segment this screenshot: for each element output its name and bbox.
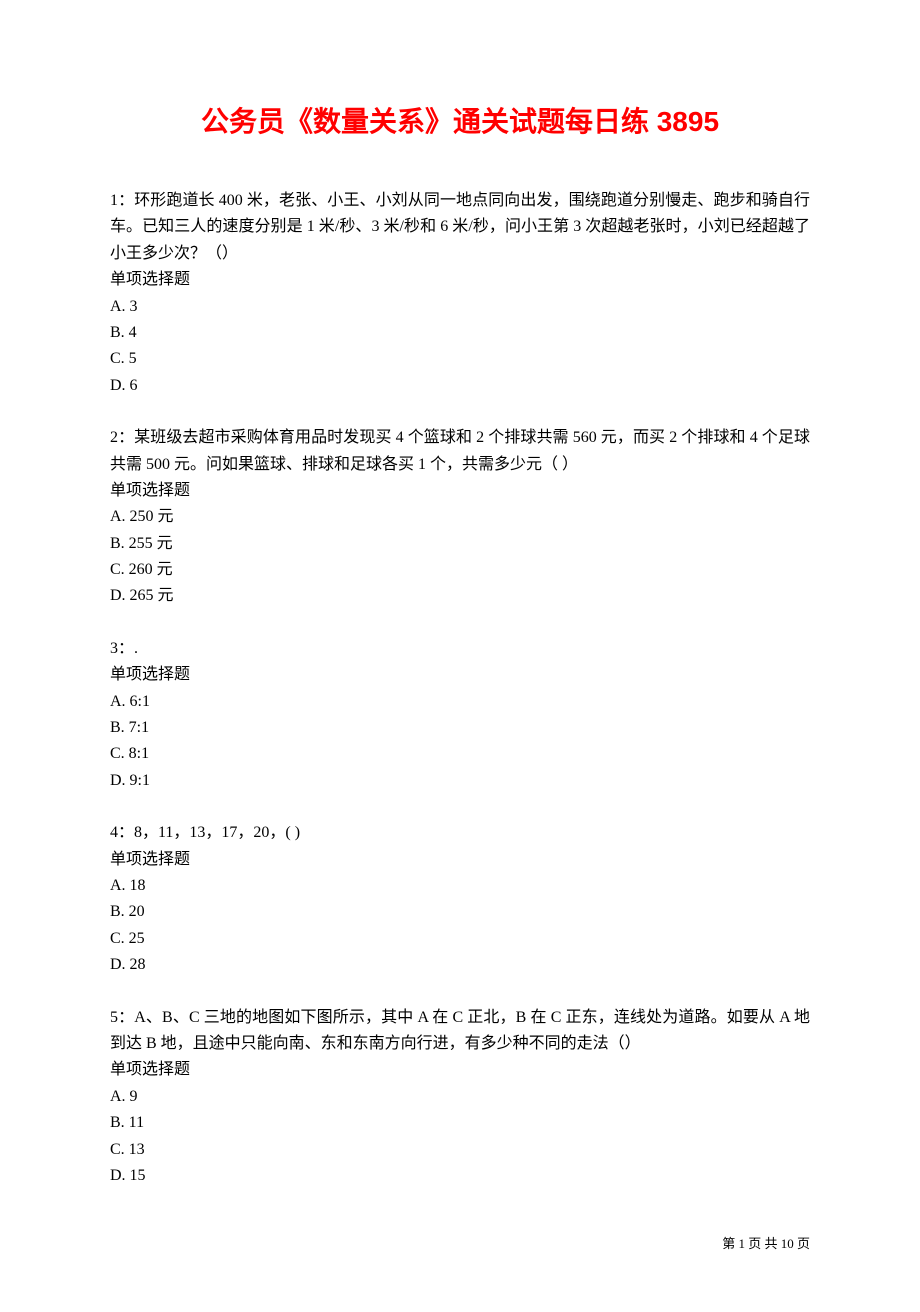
- question-text: 5：A、B、C 三地的地图如下图所示，其中 A 在 C 正北，B 在 C 正东，…: [110, 1005, 810, 1058]
- question-number: 1：: [110, 192, 134, 209]
- question-type: 单项选择题: [110, 267, 810, 293]
- question-number: 5：: [110, 1009, 134, 1026]
- question-body: .: [134, 640, 138, 657]
- option-c: C. 8:1: [110, 741, 810, 767]
- question-3: 3：. 单项选择题 A. 6:1 B. 7:1 C. 8:1 D. 9:1: [110, 636, 810, 794]
- question-2: 2：某班级去超市采购体育用品时发现买 4 个篮球和 2 个排球共需 560 元，…: [110, 425, 810, 610]
- option-d: D. 6: [110, 373, 810, 399]
- option-b: B. 4: [110, 320, 810, 346]
- question-text: 2：某班级去超市采购体育用品时发现买 4 个篮球和 2 个排球共需 560 元，…: [110, 425, 810, 478]
- page-footer: 第 1 页 共 10 页: [110, 1233, 810, 1252]
- question-number: 3：: [110, 640, 134, 657]
- option-d: D. 9:1: [110, 768, 810, 794]
- option-b: B. 7:1: [110, 715, 810, 741]
- question-type: 单项选择题: [110, 478, 810, 504]
- option-a: A. 250 元: [110, 504, 810, 530]
- question-type: 单项选择题: [110, 847, 810, 873]
- option-a: A. 9: [110, 1084, 810, 1110]
- question-number: 4：: [110, 824, 134, 841]
- question-body: 8，11，13，17，20，( ): [134, 824, 300, 841]
- page-title: 公务员《数量关系》通关试题每日练 3895: [110, 100, 810, 140]
- question-type: 单项选择题: [110, 1057, 810, 1083]
- option-c: C. 260 元: [110, 557, 810, 583]
- question-type: 单项选择题: [110, 662, 810, 688]
- option-a: A. 18: [110, 873, 810, 899]
- question-text: 3：.: [110, 636, 810, 662]
- option-d: D. 15: [110, 1163, 810, 1189]
- option-c: C. 25: [110, 926, 810, 952]
- question-body: A、B、C 三地的地图如下图所示，其中 A 在 C 正北，B 在 C 正东，连线…: [110, 1009, 810, 1052]
- option-a: A. 6:1: [110, 689, 810, 715]
- option-b: B. 11: [110, 1110, 810, 1136]
- option-b: B. 255 元: [110, 531, 810, 557]
- option-d: D. 28: [110, 952, 810, 978]
- question-4: 4：8，11，13，17，20，( ) 单项选择题 A. 18 B. 20 C.…: [110, 820, 810, 978]
- option-a: A. 3: [110, 294, 810, 320]
- question-number: 2：: [110, 429, 134, 446]
- question-1: 1：环形跑道长 400 米，老张、小王、小刘从同一地点同向出发，围绕跑道分别慢走…: [110, 188, 810, 399]
- question-5: 5：A、B、C 三地的地图如下图所示，其中 A 在 C 正北，B 在 C 正东，…: [110, 1005, 810, 1190]
- question-body: 某班级去超市采购体育用品时发现买 4 个篮球和 2 个排球共需 560 元，而买…: [110, 429, 810, 472]
- option-c: C. 13: [110, 1137, 810, 1163]
- question-body: 环形跑道长 400 米，老张、小王、小刘从同一地点同向出发，围绕跑道分别慢走、跑…: [110, 192, 810, 262]
- question-text: 1：环形跑道长 400 米，老张、小王、小刘从同一地点同向出发，围绕跑道分别慢走…: [110, 188, 810, 267]
- option-b: B. 20: [110, 899, 810, 925]
- option-c: C. 5: [110, 346, 810, 372]
- question-text: 4：8，11，13，17，20，( ): [110, 820, 810, 846]
- option-d: D. 265 元: [110, 583, 810, 609]
